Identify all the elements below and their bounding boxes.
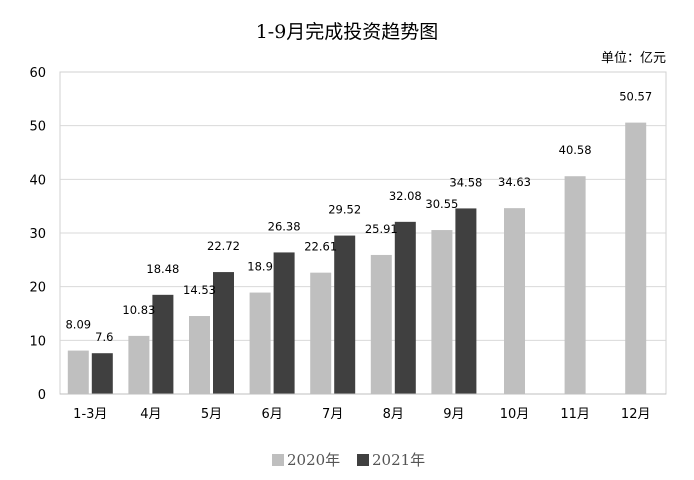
bars [67,122,647,394]
bar-2020 [310,272,332,394]
data-label-2020: 25.91 [365,222,398,236]
y-tick-label: 0 [38,388,46,403]
y-axis-ticks: 0 10 20 30 40 50 60 [29,66,46,403]
bar-2020 [431,230,453,394]
data-label-2020: 14.53 [183,283,216,297]
legend-label-1: 2021年 [372,451,425,469]
bar-2021 [394,221,416,394]
data-label-2021: 32.08 [389,189,422,203]
legend-swatch-1 [357,454,369,466]
y-tick-label: 30 [29,227,46,242]
data-label-2020: 30.55 [425,197,458,211]
y-tick-label: 60 [29,66,46,81]
data-label-2021: 26.38 [268,219,301,233]
x-tick-label: 5月 [201,407,222,422]
x-axis-ticks: 1-3月 4月 5月 6月 7月 8月 9月 10月 11月 12月 [73,407,650,422]
bar-2020 [189,316,210,394]
data-label-2020: 34.63 [498,175,531,189]
bar-2020 [67,350,89,394]
y-tick-label: 20 [29,281,46,296]
bar-2021 [152,294,174,394]
x-tick-label: 6月 [261,407,282,422]
data-label-2020: 18.9 [247,260,273,274]
y-tick-label: 50 [29,120,46,135]
x-tick-label: 10月 [500,407,530,422]
y-tick-label: 40 [29,173,46,188]
x-tick-label: 9月 [443,407,464,422]
data-label-2021: 29.52 [328,203,361,217]
bar-2020 [128,335,150,394]
x-tick-label: 4月 [140,407,161,422]
bar-2020 [249,292,271,394]
data-label-2020: 40.58 [559,143,592,157]
data-label-2021: 7.6 [95,330,113,344]
data-label-2021: 34.58 [449,175,482,189]
x-tick-label: 1-3月 [73,407,107,422]
data-label-2020: 50.57 [619,90,652,104]
legend-swatch-0 [272,454,284,466]
data-label-2020: 8.09 [65,318,91,332]
bar-2021 [91,353,113,394]
bar-2020 [504,208,525,394]
bar-2020 [370,254,392,394]
bar-2021 [273,252,295,394]
data-label-2020: 22.61 [304,240,337,254]
x-tick-label: 8月 [383,407,404,422]
data-label-2021: 18.48 [146,262,179,276]
x-tick-label: 11月 [560,407,590,422]
legend: 2020年 2021年 [272,451,425,469]
bar-2021 [334,235,356,394]
bar-2021 [213,272,234,394]
bar-2021 [455,208,477,394]
bar-2020 [625,122,647,394]
x-tick-label: 12月 [621,407,651,422]
legend-label-0: 2020年 [287,451,340,469]
y-tick-label: 10 [29,334,46,349]
chart-title: 1-9月完成投资趋势图 [256,21,439,43]
unit-label: 单位：亿元 [601,51,666,66]
bar-2020 [564,176,586,394]
data-label-2021: 22.72 [207,239,240,253]
data-label-2020: 10.83 [122,303,155,317]
data-labels: 8.09 7.6 10.83 18.48 14.53 22.72 18.9 26.3822.6… [65,90,652,345]
x-tick-label: 7月 [322,407,343,422]
